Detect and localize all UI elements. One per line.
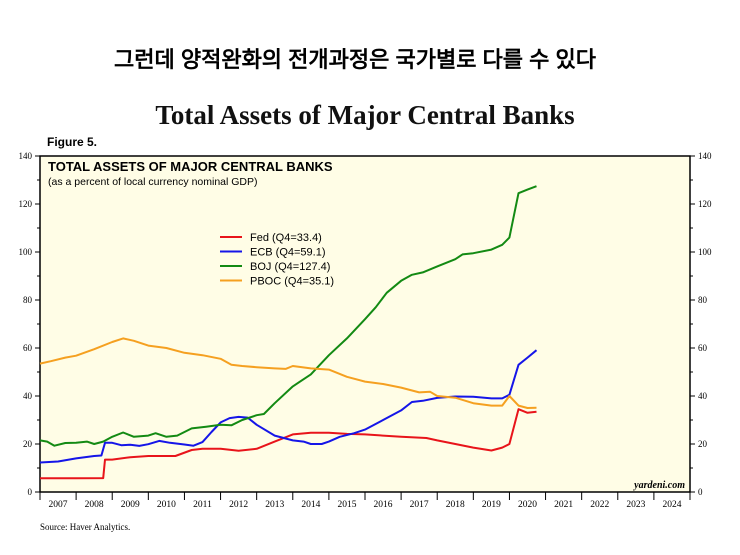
x-tick-label: 2008	[85, 500, 104, 510]
x-tick-label: 2014	[301, 500, 320, 510]
legend-label: BOJ (Q4=127.4)	[250, 261, 330, 273]
y-tick-label-left: 40	[23, 391, 33, 401]
plot-area	[39, 155, 691, 493]
legend-label: Fed (Q4=33.4)	[250, 232, 322, 244]
legend-label: PBOC (Q4=35.1)	[250, 276, 334, 288]
x-tick-label: 2020	[518, 500, 537, 510]
y-tick-label-left: 120	[19, 199, 33, 209]
x-tick-label: 2012	[229, 500, 248, 510]
y-tick-label-left: 60	[23, 343, 33, 353]
x-tick-label: 2011	[193, 500, 212, 510]
x-tick-label: 2023	[626, 500, 645, 510]
x-tick-label: 2022	[590, 500, 609, 510]
y-tick-label-left: 0	[28, 487, 33, 497]
y-tick-label-right: 140	[698, 151, 712, 161]
slide-heading: 그런데 양적완화의 전개과정은 국가별로 다를 수 있다	[114, 47, 596, 72]
y-tick-label-left: 140	[19, 151, 33, 161]
y-tick-label-left: 80	[23, 295, 33, 305]
series-line-fed	[40, 408, 537, 480]
subtitle: (as a percent of local currency nominal …	[48, 176, 258, 188]
x-tick-label: 2016	[374, 500, 393, 510]
watermark: yardeni.com	[633, 480, 685, 491]
y-tick-label-right: 120	[698, 199, 712, 209]
x-tick-label: 2019	[482, 500, 501, 510]
x-tick-label: 2013	[265, 500, 284, 510]
x-tick-label: 2024	[662, 500, 681, 510]
x-tick-label: 2007	[49, 500, 68, 510]
chart-title: Total Assets of Major Central Banks	[155, 100, 575, 130]
series-line-boj	[39, 185, 537, 447]
y-tick-label-right: 20	[698, 439, 708, 449]
source-note: Source: Haver Analytics.	[40, 522, 130, 532]
inner-title: TOTAL ASSETS OF MAJOR CENTRAL BANKS	[48, 159, 333, 174]
y-tick-label-left: 20	[23, 439, 33, 449]
y-tick-label-right: 40	[698, 391, 708, 401]
x-tick-label: 2017	[410, 500, 429, 510]
series-line-pboc	[39, 337, 537, 409]
y-tick-label-right: 60	[698, 343, 708, 353]
y-tick-label-right: 100	[698, 247, 712, 257]
figure-label: Figure 5.	[47, 135, 97, 149]
x-tick-label: 2009	[121, 500, 140, 510]
x-tick-label: 2018	[446, 500, 465, 510]
legend-label: ECB (Q4=59.1)	[250, 247, 326, 259]
y-tick-label-right: 80	[698, 295, 708, 305]
x-tick-label: 2010	[157, 500, 176, 510]
x-tick-label: 2015	[337, 500, 356, 510]
x-tick-label: 2021	[554, 500, 573, 510]
y-tick-label-left: 100	[19, 247, 33, 257]
y-tick-label-right: 0	[698, 487, 703, 497]
